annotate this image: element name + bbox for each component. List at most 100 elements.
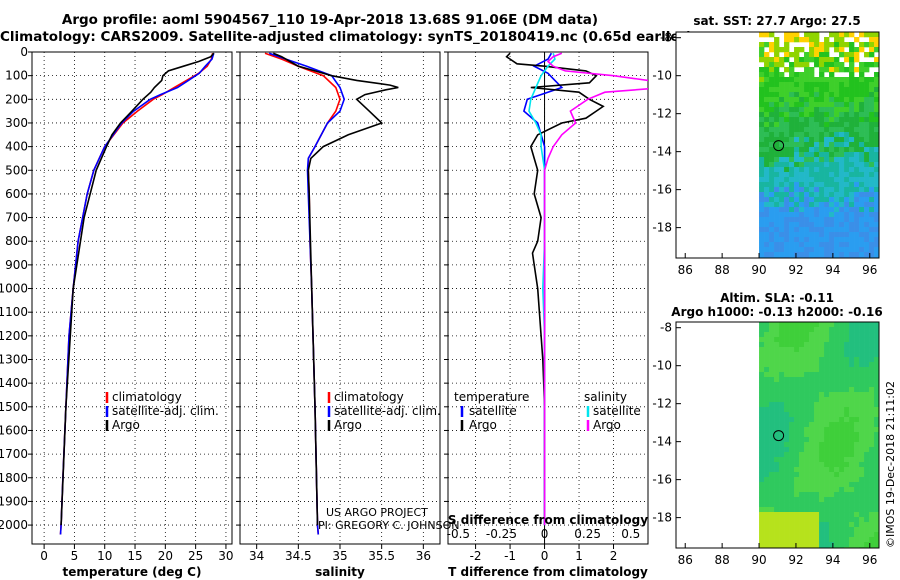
map-cell — [784, 52, 790, 58]
map-cell — [759, 367, 765, 373]
map-cell — [869, 97, 875, 103]
map-cell — [869, 537, 875, 543]
map-cell — [849, 147, 855, 153]
map-cell — [834, 152, 840, 158]
map-cell — [794, 372, 800, 378]
map-cell — [814, 362, 820, 368]
map-cell — [829, 142, 835, 148]
series-line-temperature-argo — [505, 52, 605, 526]
map-cell — [759, 487, 765, 493]
map-cell — [794, 57, 800, 63]
map-cell — [859, 42, 865, 48]
map-cell — [774, 72, 780, 78]
map-cell — [789, 202, 795, 208]
map-cells — [759, 322, 879, 548]
map-cell — [834, 252, 840, 258]
map-cell — [834, 87, 840, 93]
map-cell — [764, 207, 770, 213]
map-cell — [819, 167, 825, 173]
map-cell — [804, 212, 810, 218]
map-cell — [839, 242, 845, 248]
map-cell — [779, 477, 785, 483]
map-cell — [859, 522, 865, 528]
map-cell — [869, 442, 875, 448]
map-cell — [804, 397, 810, 403]
map-cell — [799, 192, 805, 198]
map-cell — [794, 492, 800, 498]
map-cell — [804, 97, 810, 103]
map-cell — [869, 137, 875, 143]
map-cell — [859, 177, 865, 183]
map-cell — [844, 222, 850, 228]
map-cell — [814, 157, 820, 163]
map-cell — [794, 452, 800, 458]
map-cell — [764, 92, 770, 98]
map-cell — [784, 542, 790, 548]
map-cell — [844, 437, 850, 443]
map-cell — [829, 442, 835, 448]
map-y-tick-label: -10 — [652, 69, 672, 83]
map-cell — [824, 322, 830, 328]
map-cell — [764, 432, 770, 438]
map-cell — [784, 472, 790, 478]
map-cell — [829, 227, 835, 233]
map-cell — [799, 77, 805, 83]
map-cell — [799, 477, 805, 483]
map-cell — [789, 122, 795, 128]
map-cell — [824, 82, 830, 88]
map-cell — [759, 342, 765, 348]
map-cell — [794, 247, 800, 253]
map-cell — [824, 512, 830, 518]
map-cell — [769, 152, 775, 158]
map-cell — [799, 202, 805, 208]
map-cell — [784, 367, 790, 373]
map-cell — [829, 207, 835, 213]
map-cell — [759, 382, 765, 388]
map-cell — [849, 72, 855, 78]
map-cell — [869, 112, 875, 118]
map-cell — [814, 517, 820, 523]
map-cell — [804, 532, 810, 538]
map-cell — [804, 392, 810, 398]
map-cell — [829, 32, 835, 38]
map-cell — [774, 392, 780, 398]
map-cell — [804, 412, 810, 418]
map-cell — [819, 367, 825, 373]
y-tick-label: 200 — [5, 92, 28, 106]
map-cell — [844, 417, 850, 423]
map-cell — [814, 347, 820, 353]
map-cell — [779, 412, 785, 418]
map-cell — [789, 247, 795, 253]
map-cell — [769, 352, 775, 358]
map-cell — [814, 337, 820, 343]
map-cell — [794, 157, 800, 163]
map-cell — [789, 167, 795, 173]
map-cell — [809, 522, 815, 528]
map-cell — [869, 37, 875, 43]
map-cell — [844, 177, 850, 183]
map-cell — [779, 217, 785, 223]
map-cell — [774, 437, 780, 443]
map-cell — [764, 522, 770, 528]
map-cell — [819, 67, 825, 73]
map-cell — [804, 167, 810, 173]
map-cell — [814, 107, 820, 113]
map-cell — [774, 157, 780, 163]
map-cell — [779, 177, 785, 183]
map-cell — [869, 432, 875, 438]
map-cell — [844, 42, 850, 48]
map-cell — [839, 162, 845, 168]
map-cell — [849, 132, 855, 138]
map-cell — [809, 52, 815, 58]
map-cell — [849, 222, 855, 228]
map-cell — [864, 342, 870, 348]
map-cell — [769, 382, 775, 388]
map-cell — [799, 182, 805, 188]
y-tick-label: 400 — [5, 140, 28, 154]
map-cell — [799, 72, 805, 78]
map-cell — [774, 217, 780, 223]
map-cell — [769, 127, 775, 133]
map-cell — [759, 512, 765, 518]
map-cell — [824, 222, 830, 228]
map-cell — [769, 362, 775, 368]
